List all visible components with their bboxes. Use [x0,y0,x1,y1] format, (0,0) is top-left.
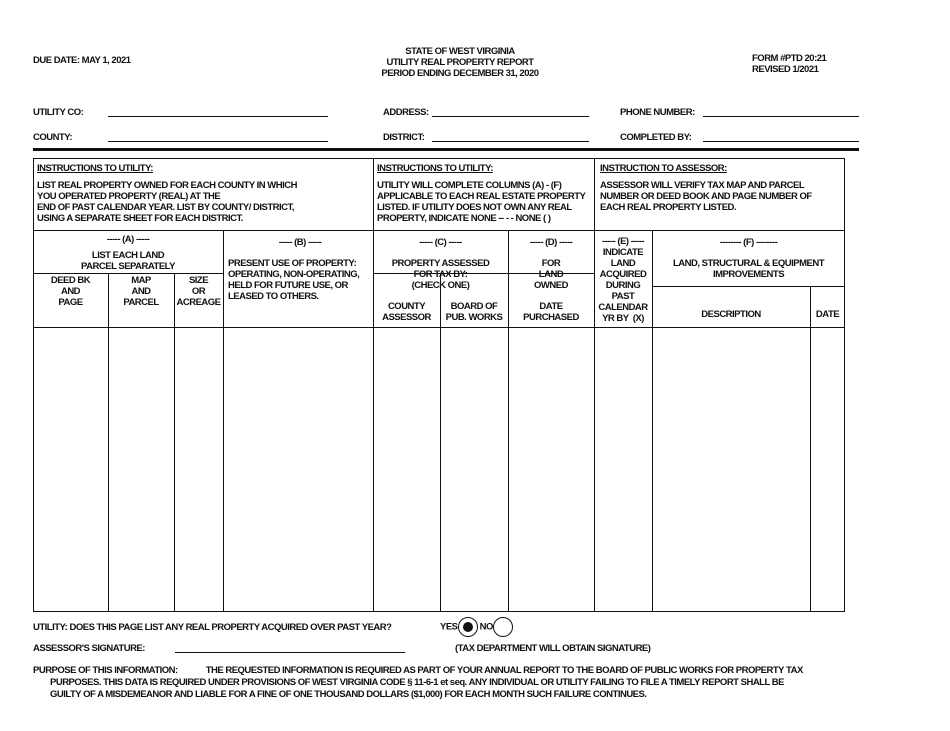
group-code: ----- (A) ----- [106,234,150,245]
group-text: PROPERTY ASSESSED FOR TAX BY: (CHECK ONE… [391,258,490,291]
signature-note: (TAX DEPARTMENT WILL OBTAIN SIGNATURE) [455,643,651,654]
purpose-text: PURPOSES. THIS DATA IS REQUIRED UNDER PR… [50,677,784,688]
divider [810,286,811,612]
purpose-text: GUILTY OF A MISDEMEANOR AND LIABLE FOR A… [50,689,647,700]
column-board-pub-works: BOARD OF PUB. WORKS [445,301,503,323]
instructions-text: UTILITY WILL COMPLETE COLUMNS (A) - (F) … [377,180,586,224]
purpose-text: THE REQUESTED INFORMATION IS REQUIRED AS… [205,665,804,676]
county-field[interactable] [108,141,328,142]
district-label: DISTRICT: [383,132,425,143]
divider [108,273,109,612]
yes-radio[interactable] [457,617,478,637]
column-description: DESCRIPTION [701,309,761,320]
group-text: FOR LAND OWNED [534,258,568,291]
group-code: ----- (C) ----- [419,237,462,248]
yes-label: YES [440,621,458,633]
acquired-question: UTILITY: DOES THIS PAGE LIST ANY REAL PR… [33,622,392,633]
group-code: -------- (F) -------- [719,237,778,248]
title-line: PERIOD ENDING DECEMBER 31, 2020 [381,68,539,79]
column-date: DATE [815,309,840,320]
title-line: STATE OF WEST VIRGINIA [405,46,515,57]
completed-by-label: COMPLETED BY: [620,132,692,143]
address-label: ADDRESS: [383,107,429,118]
divider [33,230,845,231]
group-e: ----- (E) ----- INDICATE LAND ACQUIRED D… [594,236,652,324]
column-county-assessor: COUNTY ASSESSOR [382,301,431,323]
column-deed-bk: DEED BK AND PAGE [50,275,91,308]
completed-by-field[interactable] [703,141,859,142]
divider [33,327,845,328]
group-code: ----- (B) ----- [278,237,322,248]
acquired-radio-group: YES NO [440,617,513,637]
instructions-assessor: INSTRUCTION TO ASSESSOR: ASSESSOR WILL V… [600,163,843,213]
column-date-purchased: DATE PURCHASED [523,301,579,323]
county-label: COUNTY: [33,132,73,143]
group-text: PRESENT USE OF PROPERTY: OPERATING, NON-… [228,258,360,302]
instructions-utility-1: INSTRUCTIONS TO UTILITY: LIST REAL PROPE… [37,163,369,224]
phone-field[interactable] [703,116,859,117]
column-map-parcel: MAP AND PARCEL [123,275,159,308]
form-number: FORM #PTD 20:21 [752,53,827,64]
group-c: ----- (C) ----- PROPERTY ASSESSED FOR TA… [373,237,508,291]
signature-field[interactable] [175,652,405,653]
group-text: INDICATE LAND ACQUIRED DURING PAST CALEN… [598,247,648,324]
group-code: ----- (D) ----- [529,237,573,248]
form-id: FORM #PTD 20:21 REVISED 1/2021 [752,53,827,75]
divider [594,158,595,612]
district-field[interactable] [432,141,589,142]
divider [223,230,224,612]
instructions-text: LIST REAL PROPERTY OWNED FOR EACH COUNTY… [37,180,298,224]
phone-label: PHONE NUMBER: [620,107,695,118]
no-radio[interactable] [492,617,513,637]
divider [174,273,175,612]
group-b: ----- (B) ----- PRESENT USE OF PROPERTY:… [228,237,372,302]
purpose-block: PURPOSE OF THIS INFORMATION: THE REQUESTE… [33,665,913,701]
divider [33,148,859,151]
form-title: STATE OF WEST VIRGINIA UTILITY REAL PROP… [330,46,590,79]
group-text: LAND, STRUCTURAL & EQUIPMENT IMPROVEMENT… [672,258,825,280]
divider [652,230,653,612]
instructions-title: INSTRUCTIONS TO UTILITY: [37,163,153,174]
group-code: ----- (E) ----- [601,236,645,247]
divider [508,230,509,612]
group-f: -------- (F) -------- LAND, STRUCTURAL &… [652,237,845,280]
address-field[interactable] [432,116,589,117]
divider [440,273,441,612]
utility-co-field[interactable] [108,116,328,117]
purpose-label: PURPOSE OF THIS INFORMATION: [33,665,178,676]
instructions-title: INSTRUCTIONS TO UTILITY: [377,163,493,174]
group-d: ----- (D) ----- FOR LAND OWNED [508,237,594,291]
divider [33,273,223,274]
property-table [33,158,845,612]
divider [373,158,374,612]
divider [373,273,594,274]
group-a: ----- (A) ----- LIST EACH LAND PARCEL SE… [33,234,223,272]
instructions-text: ASSESSOR WILL VERIFY TAX MAP AND PARCEL … [600,180,812,213]
utility-co-label: UTILITY CO: [33,107,84,118]
divider [652,286,845,287]
no-label: NO [479,621,494,633]
instructions-utility-2: INSTRUCTIONS TO UTILITY: UTILITY WILL CO… [377,163,593,224]
signature-label: ASSESSOR'S SIGNATURE: [33,643,145,654]
group-text: LIST EACH LAND PARCEL SEPARATELY [81,250,175,272]
column-size: SIZE OR ACREAGE [176,275,221,308]
due-date: DUE DATE: MAY 1, 2021 [33,55,131,66]
instructions-title: INSTRUCTION TO ASSESSOR: [600,163,727,174]
title-line: UTILITY REAL PROPERTY REPORT [386,57,535,68]
revised-date: REVISED 1/2021 [752,64,819,75]
